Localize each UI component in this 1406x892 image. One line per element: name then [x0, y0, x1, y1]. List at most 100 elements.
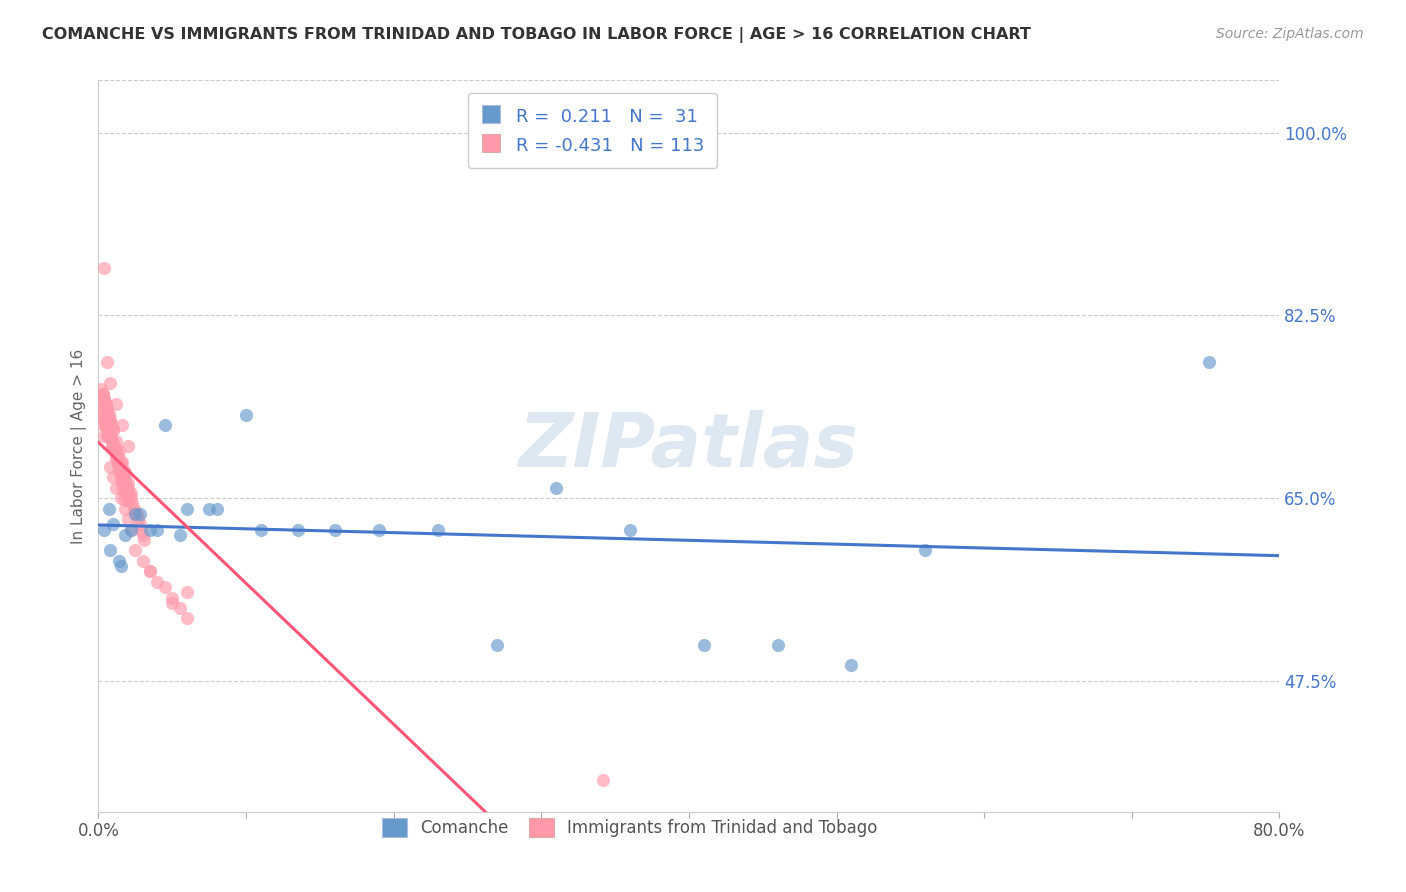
Point [100, 418, 122, 433]
Point [129, 523, 152, 537]
Point [103, 423, 125, 437]
Point [111, 470, 134, 484]
Point [94, 397, 117, 411]
Point [198, 501, 221, 516]
Point [96, 355, 118, 369]
Point [105, 434, 128, 448]
Point [125, 507, 148, 521]
Point [97, 428, 120, 442]
Point [114, 465, 136, 479]
Point [115, 475, 138, 490]
Point [108, 459, 131, 474]
Point [94, 413, 117, 427]
Point [124, 507, 146, 521]
Point [110, 472, 132, 486]
Point [108, 444, 131, 458]
Point [96, 428, 118, 442]
Point [94, 418, 117, 433]
Point [98, 413, 121, 427]
Point [108, 455, 131, 469]
Point [98, 428, 121, 442]
Point [91, 402, 114, 417]
Point [91, 408, 114, 422]
Point [486, 638, 509, 652]
Point [115, 486, 138, 500]
Point [117, 481, 139, 495]
Text: Source: ZipAtlas.com: Source: ZipAtlas.com [1216, 27, 1364, 41]
Point [139, 565, 162, 579]
Point [169, 601, 191, 615]
Point [766, 638, 789, 652]
Point [105, 450, 128, 464]
Point [250, 523, 273, 537]
Point [146, 523, 169, 537]
Point [176, 585, 198, 599]
Point [104, 444, 127, 458]
Point [124, 543, 146, 558]
Point [114, 481, 136, 495]
Point [114, 470, 136, 484]
Point [546, 481, 568, 495]
Point [111, 455, 134, 469]
Point [90, 397, 112, 411]
Point [93, 428, 115, 442]
Point [111, 479, 134, 493]
Point [112, 475, 135, 490]
Point [105, 451, 128, 466]
Point [693, 638, 716, 652]
Point [117, 475, 139, 490]
Point [205, 501, 228, 516]
Point [98, 431, 121, 445]
Point [176, 501, 198, 516]
Point [103, 423, 125, 437]
Point [122, 501, 145, 516]
Point [176, 611, 198, 625]
Point [128, 507, 150, 521]
Point [105, 444, 128, 458]
Point [120, 486, 142, 500]
Point [124, 504, 146, 518]
Point [93, 523, 115, 537]
Text: COMANCHE VS IMMIGRANTS FROM TRINIDAD AND TOBAGO IN LABOR FORCE | AGE > 16 CORREL: COMANCHE VS IMMIGRANTS FROM TRINIDAD AND… [42, 27, 1031, 43]
Point [98, 413, 121, 427]
Point [97, 408, 120, 422]
Point [93, 261, 115, 276]
Point [134, 533, 156, 547]
Point [100, 439, 122, 453]
Point [93, 392, 115, 406]
Point [107, 455, 129, 469]
Point [96, 418, 118, 433]
Point [96, 402, 118, 417]
Point [427, 523, 450, 537]
Point [114, 528, 136, 542]
Point [1198, 355, 1220, 369]
Point [100, 434, 122, 448]
Point [139, 523, 162, 537]
Point [112, 486, 135, 500]
Point [94, 418, 117, 433]
Point [97, 423, 120, 437]
Point [96, 402, 118, 417]
Point [104, 439, 127, 453]
Point [108, 465, 131, 479]
Point [111, 459, 134, 474]
Point [235, 408, 257, 422]
Point [108, 554, 131, 568]
Point [120, 523, 142, 537]
Point [94, 397, 117, 411]
Point [146, 574, 169, 589]
Point [592, 773, 614, 788]
Point [107, 450, 129, 464]
Point [118, 486, 141, 500]
Point [103, 439, 125, 453]
Point [132, 554, 155, 568]
Point [619, 523, 641, 537]
Point [103, 470, 125, 484]
Point [127, 512, 149, 526]
Point [104, 444, 127, 458]
Point [97, 408, 120, 422]
Point [105, 481, 128, 495]
Point [368, 523, 391, 537]
Point [91, 386, 114, 401]
Point [120, 491, 142, 506]
